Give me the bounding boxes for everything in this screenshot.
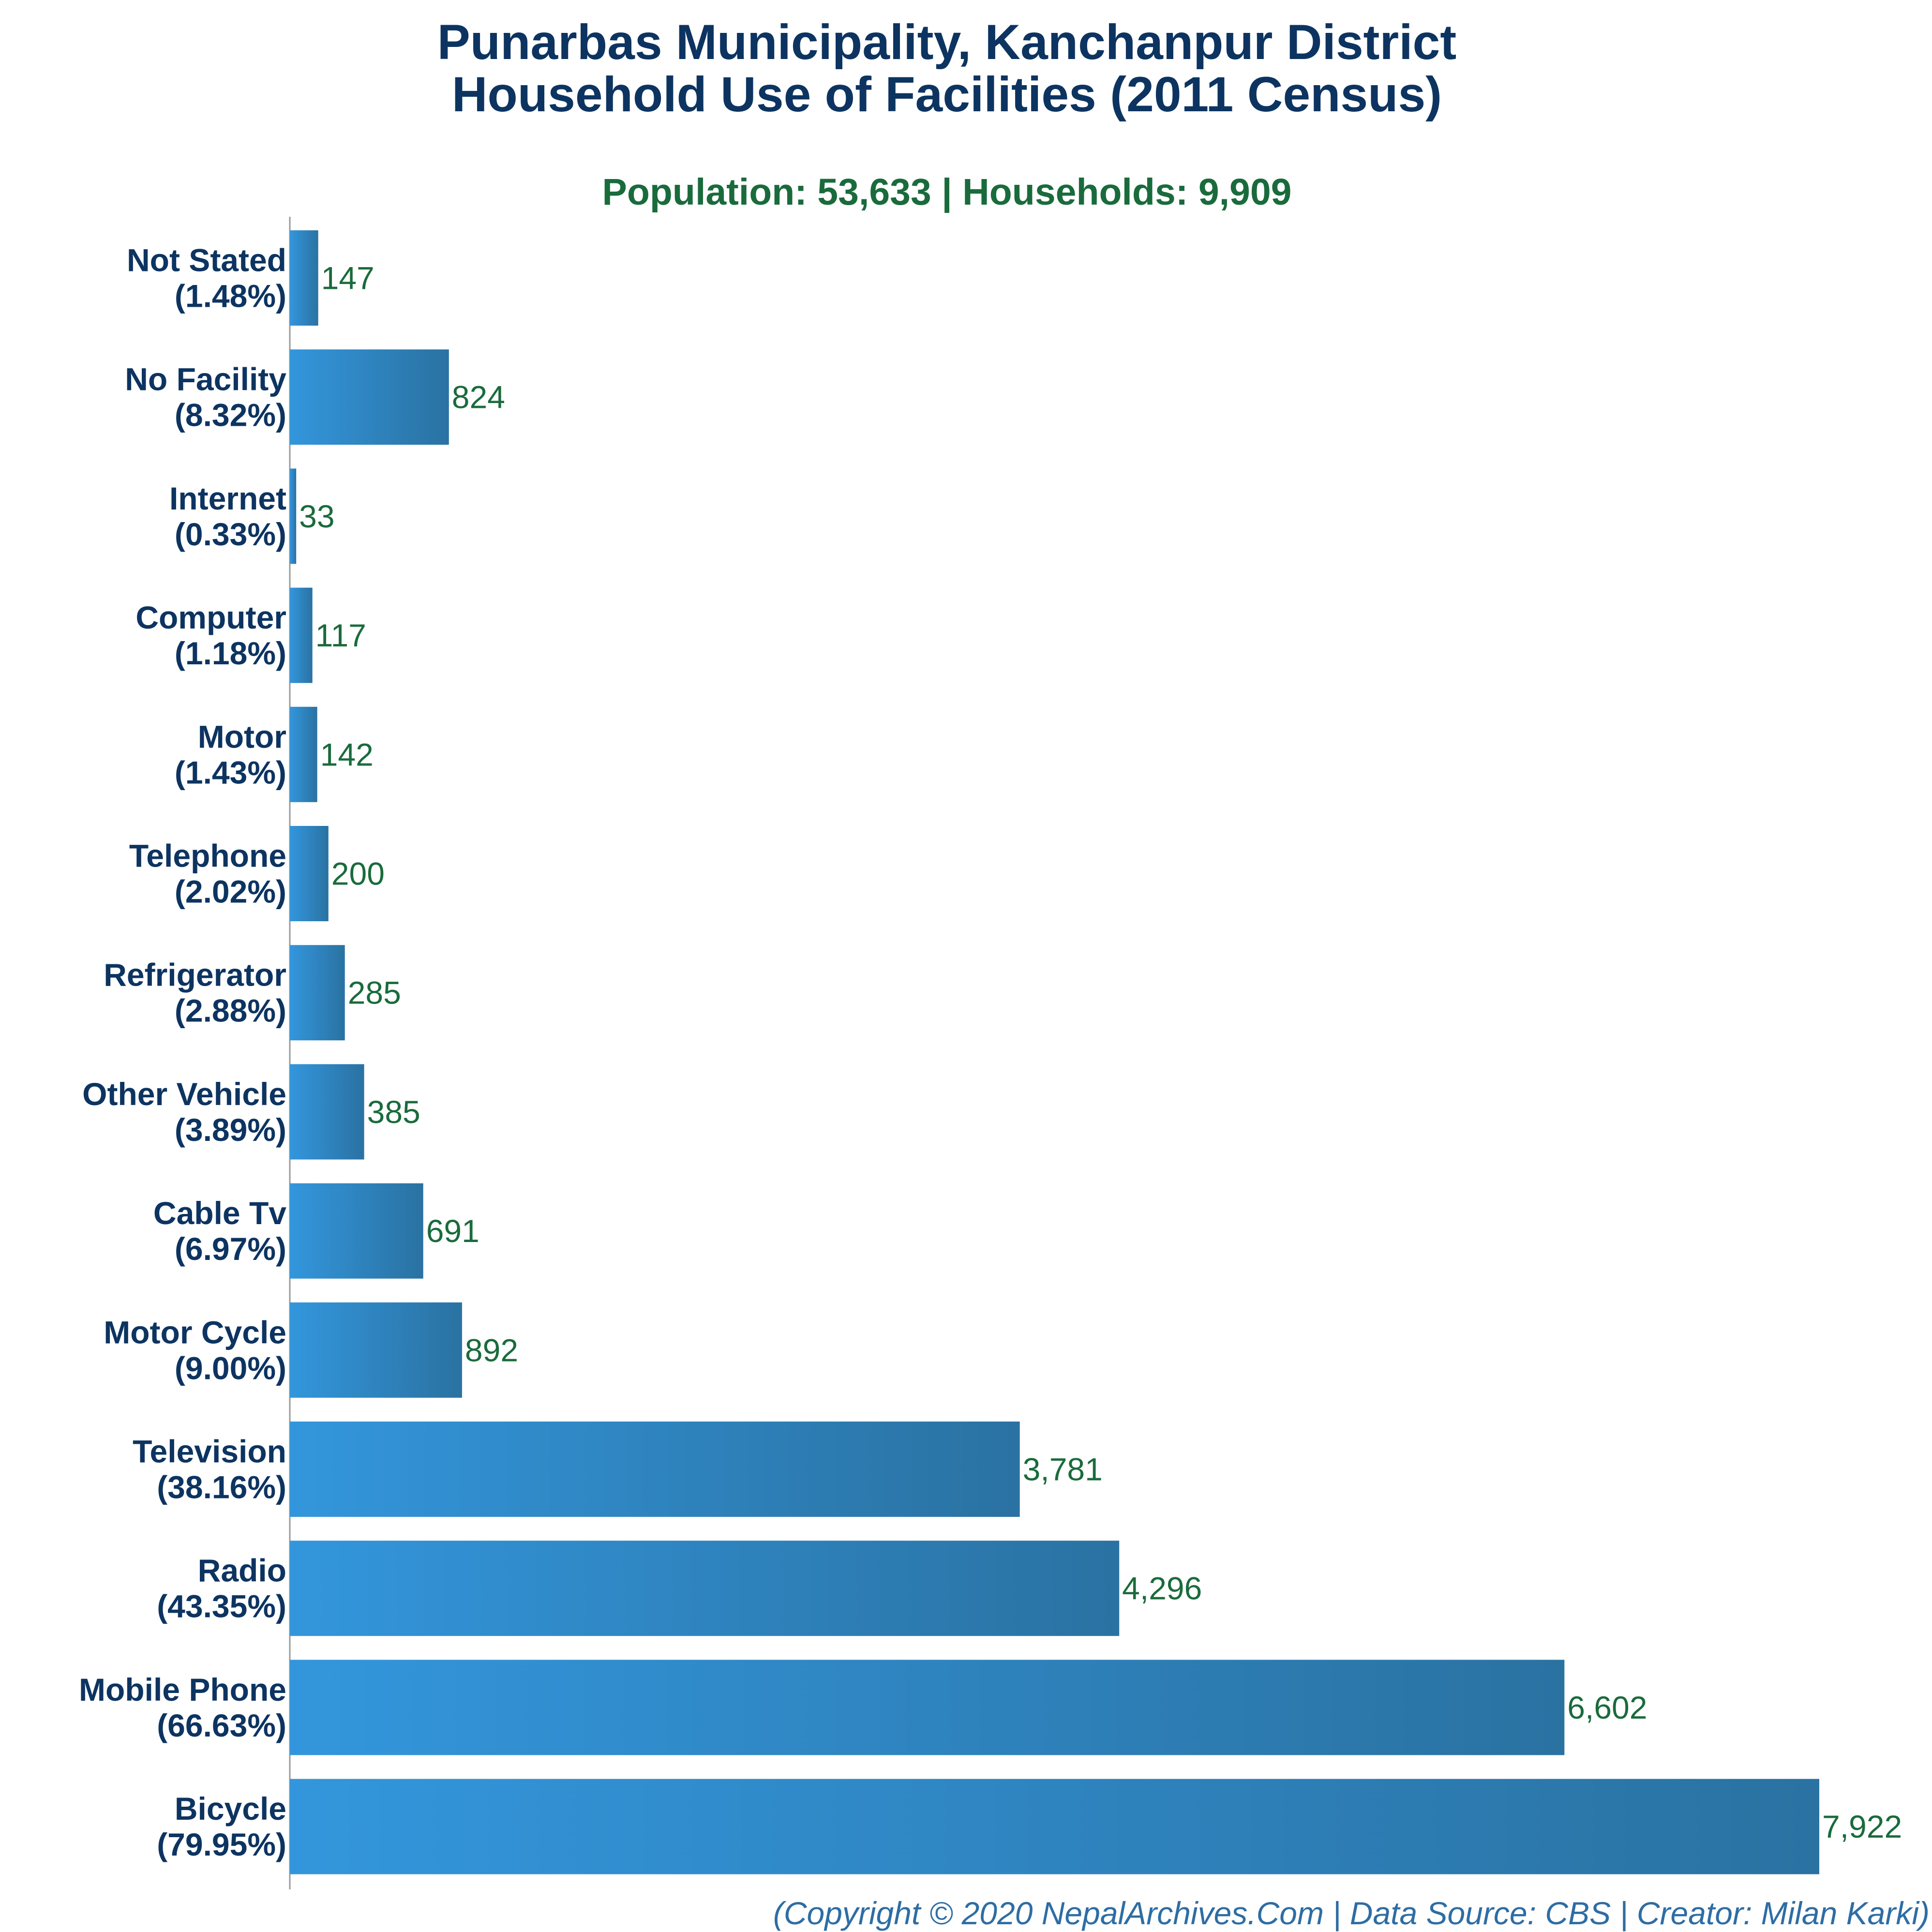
percent-label-internet: (0.33%) [175, 516, 286, 552]
bar-other-vehicle [290, 1064, 364, 1160]
bar-radio [290, 1541, 1120, 1636]
percent-label-no-facility: (8.32%) [175, 397, 286, 433]
chart-title: Punarbas Municipality, Kanchanpur Distri… [437, 15, 1457, 70]
value-label-telephone: 200 [331, 856, 385, 892]
chart-subtitle: Population: 53,633 | Households: 9,909 [602, 171, 1291, 213]
percent-label-mobile-phone: (66.63%) [157, 1707, 286, 1743]
category-label-radio: Radio [198, 1553, 286, 1588]
bar-refrigerator [290, 945, 345, 1041]
value-label-refrigerator: 285 [348, 975, 401, 1011]
value-label-radio: 4,296 [1122, 1571, 1202, 1606]
bar-bicycle [290, 1779, 1819, 1874]
category-label-refrigerator: Refrigerator [104, 957, 286, 993]
bars-group: 147 Not Stated(1.48%) 824 No Facility(8.32%… [79, 230, 1902, 1874]
value-label-bicycle: 7,922 [1822, 1809, 1902, 1844]
bar-computer [290, 587, 313, 683]
bar-mobile-phone [290, 1660, 1565, 1755]
percent-label-computer: (1.18%) [175, 635, 286, 671]
value-label-motor-cycle: 892 [465, 1332, 518, 1368]
category-label-no-facility: No Facility [125, 361, 286, 397]
value-label-computer: 117 [315, 617, 366, 653]
percent-label-telephone: (2.02%) [175, 874, 286, 910]
bar-no-facility [290, 349, 449, 445]
percent-label-not-stated: (1.48%) [175, 278, 286, 314]
chart-title-line-2: Household Use of Facilities (2011 Census… [452, 67, 1442, 122]
value-label-internet: 33 [299, 498, 334, 534]
footer-credit: (Copyright © 2020 NepalArchives.Com | Da… [773, 1895, 1930, 1932]
percent-label-motor: (1.43%) [175, 754, 286, 790]
bar-telephone [290, 826, 329, 921]
category-label-mobile-phone: Mobile Phone [79, 1672, 286, 1707]
percent-label-cable-tv: (6.97%) [175, 1231, 286, 1267]
category-label-not-stated: Not Stated [127, 242, 286, 278]
category-label-bicycle: Bicycle [175, 1791, 286, 1827]
bar-not-stated [290, 230, 318, 326]
bar-motor-cycle [290, 1302, 462, 1398]
percent-label-refrigerator: (2.88%) [175, 993, 286, 1029]
bar-internet [290, 468, 297, 564]
category-label-computer: Computer [135, 599, 286, 635]
bar-motor [290, 706, 317, 802]
percent-label-television: (38.16%) [157, 1469, 286, 1505]
category-label-other-vehicle: Other Vehicle [82, 1076, 286, 1112]
value-label-cable-tv: 691 [426, 1213, 479, 1249]
value-label-not-stated: 147 [321, 260, 374, 296]
value-label-no-facility: 824 [452, 379, 505, 415]
category-label-cable-tv: Cable Tv [153, 1195, 286, 1231]
value-label-other-vehicle: 385 [367, 1094, 420, 1130]
value-label-mobile-phone: 6,602 [1567, 1690, 1647, 1725]
percent-label-radio: (43.35%) [157, 1588, 286, 1624]
bar-cable-tv [290, 1183, 423, 1279]
category-label-telephone: Telephone [129, 838, 286, 874]
percent-label-other-vehicle: (3.89%) [175, 1112, 286, 1148]
percent-label-bicycle: (79.95%) [157, 1827, 286, 1862]
category-label-motor: Motor [198, 719, 286, 754]
percent-label-motor-cycle: (9.00%) [175, 1350, 286, 1386]
value-label-motor: 142 [320, 736, 374, 772]
category-label-motor-cycle: Motor Cycle [104, 1314, 286, 1350]
value-label-television: 3,781 [1023, 1452, 1103, 1487]
bar-television [290, 1422, 1020, 1517]
category-label-television: Television [133, 1434, 286, 1469]
category-label-internet: Internet [169, 480, 286, 516]
